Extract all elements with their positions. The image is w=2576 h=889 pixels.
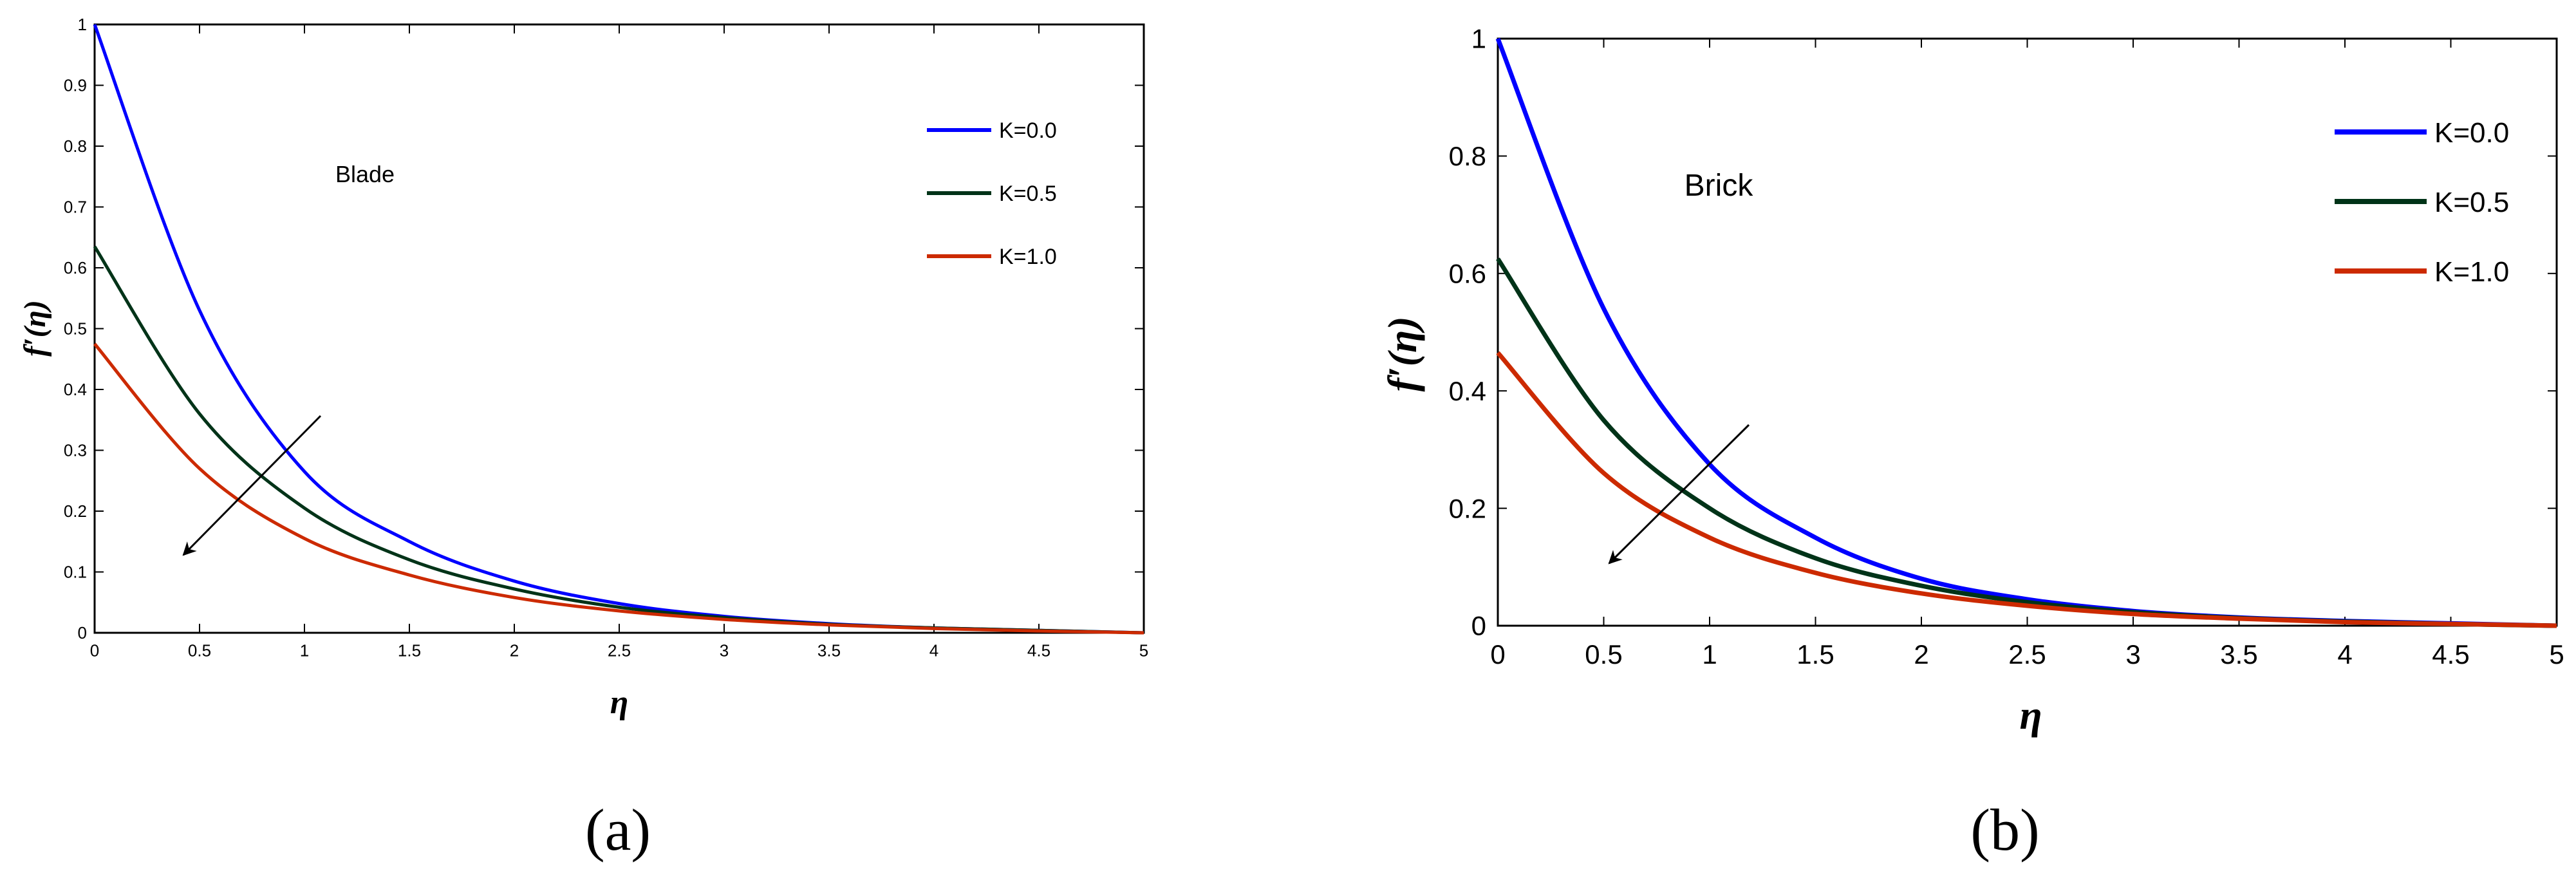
- y-tick-label: 0.9: [64, 76, 87, 95]
- x-tick-label: 2: [510, 641, 519, 660]
- x-tick-label: 3: [720, 641, 729, 660]
- y-tick-label: 0.8: [64, 136, 87, 156]
- legend-label: K=1.0: [999, 245, 1057, 269]
- series-line-k-0-5: [93, 245, 1144, 635]
- y-tick-label: 0: [78, 623, 87, 642]
- trend-arrow: [1608, 424, 1750, 565]
- annotation-label: Blade: [335, 161, 395, 187]
- y-tick-label: 1: [1471, 24, 1486, 54]
- trend-arrow: [182, 415, 322, 556]
- series-line-k-0-0: [1495, 37, 2557, 628]
- x-tick-label: 1.5: [398, 641, 421, 660]
- y-tick-label: 0.7: [64, 198, 87, 217]
- x-tick-label: 3: [2125, 639, 2140, 669]
- legend: K=0.0 K=0.5 K=1.0: [927, 118, 1057, 269]
- legend-label: K=0.5: [2434, 187, 2509, 218]
- series-line-k-0-5: [1496, 257, 2557, 628]
- x-tick-label: 2.5: [2008, 639, 2046, 669]
- y-tick-label: 0.5: [64, 319, 87, 339]
- y-tick-label: 0.8: [1449, 141, 1486, 171]
- x-tick-label: 2: [1914, 639, 1928, 669]
- legend-label: K=1.0: [2434, 256, 2509, 288]
- x-tick-label: 2.5: [608, 641, 631, 660]
- x-tick-label: 0.5: [188, 641, 211, 660]
- x-tick-label: 5: [2549, 639, 2564, 669]
- y-tick-label: 0.3: [64, 441, 87, 460]
- panel-label: (b): [1970, 797, 2039, 863]
- plot-frame: [93, 23, 1145, 634]
- y-tick-label: 0: [1471, 611, 1486, 641]
- plot-frame: [1497, 37, 2558, 627]
- series-line-k-1-0: [1496, 351, 2557, 628]
- x-tick-label: 4: [929, 641, 938, 660]
- annotation-label: Brick: [1685, 169, 1754, 203]
- x-tick-label: 0: [90, 641, 99, 660]
- x-tick-label: 1: [1702, 639, 1717, 669]
- x-tick-label: 1: [300, 641, 309, 660]
- legend: K=0.0 K=0.5 K=1.0: [2335, 117, 2509, 288]
- x-tick-label: 0: [1490, 639, 1505, 669]
- y-tick-label: 0.4: [64, 380, 87, 399]
- x-tick-label: 4.5: [2432, 639, 2469, 669]
- chart-panel-b: 0 0.5 1 1.5 2 2.5 3 3.5 4 4.5 5 0 0.2 0.4 0.6 0.8 1 K=0.0…: [1379, 24, 2564, 863]
- y-tick-label: 0.2: [1449, 493, 1486, 523]
- x-axis-title: η: [2019, 692, 2042, 738]
- panel-label: (a): [585, 797, 651, 863]
- x-tick-label: 3.5: [817, 641, 841, 660]
- y-axis-title: f′(η): [18, 300, 52, 357]
- y-tick-label: 0.4: [1449, 376, 1486, 406]
- x-tick-label: 4.5: [1027, 641, 1050, 660]
- series-line-k-1-0: [93, 342, 1144, 635]
- legend-label: K=0.0: [999, 118, 1057, 143]
- x-tick-label: 1.5: [1797, 639, 1834, 669]
- chart-panel-a: 0 0.5 1 1.5 2 2.5 3 3.5 4 4.5 5 0 0.1 0.2 0.3 0.4 0.5 0.6…: [18, 15, 1148, 863]
- y-tick-label: 0.6: [64, 258, 87, 277]
- x-tick-label: 3.5: [2220, 639, 2257, 669]
- legend-label: K=0.0: [2434, 117, 2509, 149]
- series-line-k-0-0: [93, 24, 1144, 635]
- x-tick-label: 4: [2337, 639, 2352, 669]
- legend-label: K=0.5: [999, 182, 1057, 206]
- x-tick-label: 5: [1139, 641, 1148, 660]
- y-tick-label: 0.6: [1449, 259, 1486, 289]
- y-axis-title: f′(η): [1379, 316, 1425, 391]
- x-axis-title: η: [610, 684, 629, 721]
- y-tick-label: 1: [78, 15, 87, 34]
- x-tick-label: 0.5: [1585, 639, 1622, 669]
- y-tick-label: 0.2: [64, 501, 87, 521]
- y-tick-label: 0.1: [64, 563, 87, 582]
